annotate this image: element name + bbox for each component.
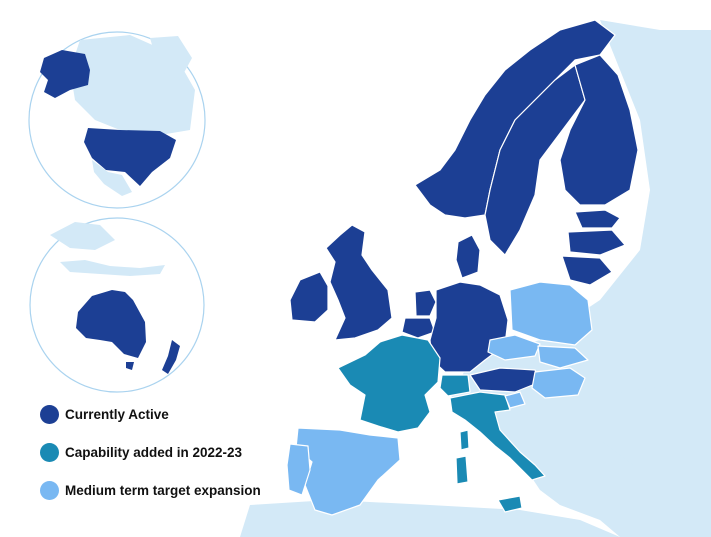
- alaska-region: [40, 50, 90, 98]
- legend-item-added: Capability added in 2022-23: [40, 442, 261, 462]
- poland-region: [509, 281, 593, 346]
- latvia-region: [567, 229, 626, 256]
- sicily-region: [497, 495, 523, 513]
- greenland-land: [150, 36, 192, 80]
- sweden-region: [484, 64, 586, 256]
- europe-map: [286, 19, 639, 516]
- portugal-region: [286, 443, 311, 496]
- asia-land: [50, 222, 115, 250]
- belgium-region: [401, 317, 436, 339]
- australia-region: [76, 290, 146, 358]
- legend-label-added: Capability added in 2022-23: [65, 444, 243, 460]
- ireland-region: [289, 271, 329, 323]
- indonesia-land: [60, 260, 165, 276]
- czechia-region: [487, 334, 541, 361]
- france-region: [337, 334, 441, 433]
- legend-swatch-active: [40, 404, 59, 424]
- corsica-region: [459, 429, 470, 451]
- norway-region: [414, 19, 616, 219]
- legend-label-active: Currently Active: [65, 406, 169, 422]
- finland-region: [559, 54, 639, 206]
- oceania-globe: [29, 217, 205, 393]
- legend: Currently Active Capability added in 202…: [40, 404, 261, 518]
- tasmania-region: [126, 362, 134, 370]
- slovakia-region: [537, 345, 589, 369]
- legend-label-target: Medium term target expansion: [65, 482, 261, 498]
- legend-item-active: Currently Active: [40, 404, 261, 424]
- usa-region: [84, 128, 176, 186]
- hungary-region: [531, 367, 586, 399]
- estonia-region: [574, 209, 621, 229]
- uk-region: [325, 224, 393, 341]
- new-zealand-region: [162, 340, 180, 374]
- balkans-land: [500, 395, 605, 505]
- legend-swatch-added: [40, 442, 59, 462]
- sardinia-region: [455, 455, 469, 485]
- lithuania-region: [561, 255, 613, 286]
- denmark-region: [455, 234, 481, 279]
- mexico-land: [92, 160, 132, 196]
- legend-item-target: Medium term target expansion: [40, 480, 261, 500]
- north-america-globe: [28, 31, 206, 209]
- netherlands-region: [414, 289, 437, 317]
- switzerland-region: [439, 374, 471, 397]
- turkey-land: [600, 380, 711, 470]
- spain-region: [295, 427, 401, 516]
- legend-swatch-target: [40, 480, 59, 500]
- slovenia-region: [504, 391, 526, 409]
